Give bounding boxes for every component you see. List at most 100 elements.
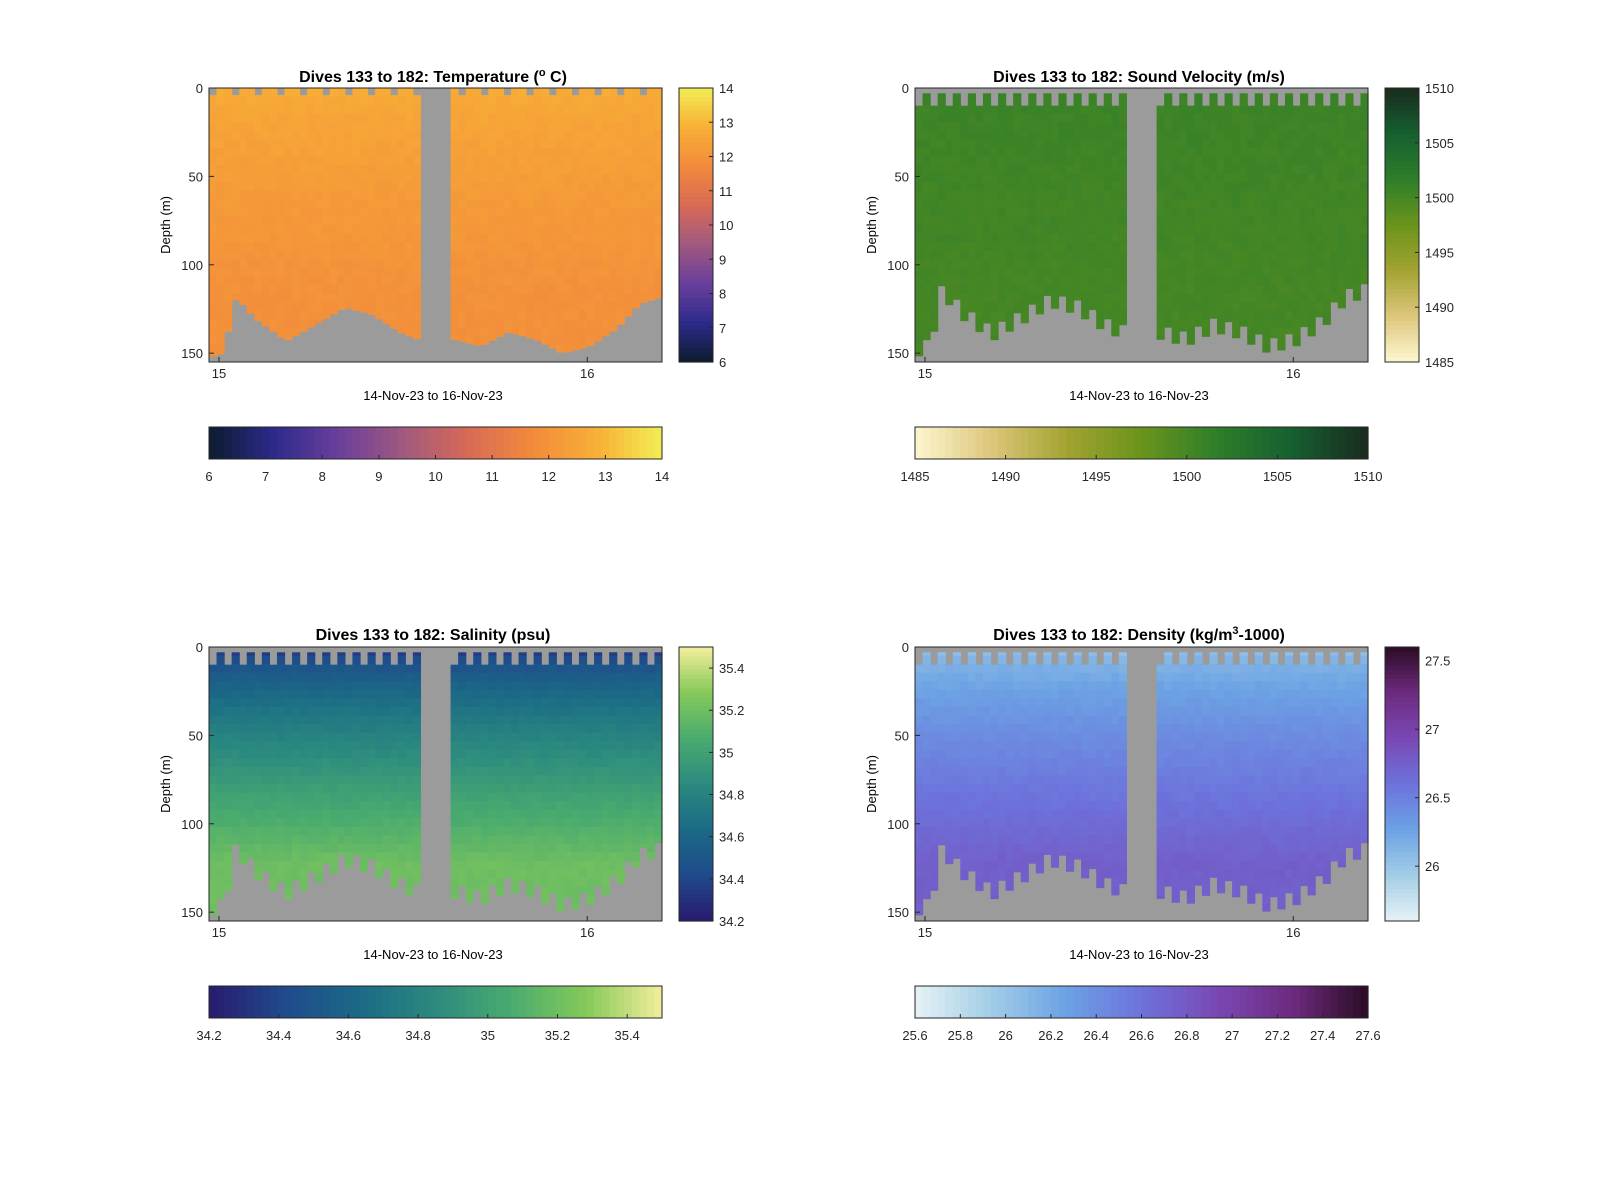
heatmap-cell bbox=[541, 732, 550, 742]
heatmap-cell bbox=[292, 784, 301, 794]
colorbar-swatch bbox=[679, 188, 713, 194]
heatmap-cell bbox=[1345, 225, 1354, 235]
heatmap-cell bbox=[1292, 336, 1301, 346]
heatmap-cell bbox=[337, 689, 346, 699]
heatmap-cell bbox=[397, 139, 406, 149]
colorbar-swatch bbox=[952, 427, 961, 459]
heatmap-cell bbox=[578, 199, 588, 209]
heatmap-cell bbox=[239, 122, 248, 132]
heatmap-cell bbox=[1020, 147, 1029, 158]
heatmap-cell bbox=[1066, 122, 1075, 132]
heatmap-cell bbox=[269, 886, 278, 892]
colorbar-swatch bbox=[1385, 124, 1419, 130]
heatmap-cell bbox=[631, 861, 640, 868]
colorbar-swatch bbox=[609, 427, 618, 459]
heatmap-cell bbox=[511, 293, 520, 303]
heatmap-cell bbox=[465, 310, 474, 320]
heatmap-cell bbox=[458, 96, 467, 106]
heatmap-cell bbox=[390, 843, 399, 854]
heatmap-cell bbox=[292, 835, 301, 845]
colorbar-swatch bbox=[679, 252, 713, 258]
heatmap-cell bbox=[952, 113, 961, 123]
heatmap-cell bbox=[654, 284, 663, 295]
heatmap-cell bbox=[367, 792, 376, 802]
heatmap-cell bbox=[231, 250, 240, 260]
heatmap-cell bbox=[1171, 139, 1180, 149]
heatmap-cell bbox=[261, 818, 270, 828]
heatmap-cell bbox=[609, 113, 618, 123]
heatmap-cell bbox=[480, 724, 489, 734]
heatmap-cell bbox=[609, 327, 618, 332]
heatmap-cell bbox=[1179, 276, 1188, 286]
heatmap-cell bbox=[960, 242, 969, 252]
heatmap-cell bbox=[578, 749, 588, 759]
heatmap-cell bbox=[488, 869, 497, 879]
heatmap-cell bbox=[299, 766, 308, 777]
heatmap-cell bbox=[397, 698, 406, 708]
heatmap-cell bbox=[405, 775, 414, 785]
heatmap-cell bbox=[465, 259, 474, 269]
heatmap-cell bbox=[616, 156, 625, 166]
heatmap-cell bbox=[1277, 293, 1286, 303]
heatmap-cell bbox=[458, 732, 467, 742]
heatmap-cell bbox=[322, 809, 331, 819]
heatmap-cell bbox=[1164, 105, 1173, 115]
heatmap-cell bbox=[1232, 190, 1241, 200]
heatmap-cell bbox=[960, 267, 969, 277]
heatmap-cell bbox=[1247, 336, 1256, 345]
heatmap-cell bbox=[465, 818, 474, 828]
heatmap-cell bbox=[216, 173, 225, 183]
heatmap-cell bbox=[586, 96, 595, 106]
heatmap-cell bbox=[397, 826, 406, 836]
heatmap-cell bbox=[1194, 319, 1203, 327]
heatmap-cell bbox=[329, 698, 338, 708]
heatmap-cell bbox=[360, 293, 369, 303]
heatmap-cell bbox=[601, 139, 610, 149]
heatmap-cell bbox=[571, 826, 580, 836]
heatmap-cell bbox=[458, 310, 467, 320]
heatmap-cell bbox=[276, 190, 286, 200]
heatmap-cell bbox=[254, 826, 263, 836]
heatmap-cell bbox=[344, 766, 354, 777]
heatmap-cell bbox=[488, 655, 497, 665]
heatmap-cell bbox=[1277, 173, 1286, 183]
heatmap-cell bbox=[473, 182, 482, 192]
heatmap-cell bbox=[375, 190, 384, 200]
heatmap-cell bbox=[1186, 250, 1195, 260]
heatmap-cell bbox=[563, 284, 572, 295]
heatmap-cell bbox=[473, 327, 482, 337]
heatmap-cell bbox=[639, 105, 648, 115]
heatmap-cell bbox=[1156, 302, 1165, 312]
heatmap-cell bbox=[1194, 250, 1203, 260]
sound-velocity-xlabel: 14-Nov-23 to 16-Nov-23 bbox=[1069, 388, 1208, 403]
heatmap-cell bbox=[571, 869, 580, 879]
heatmap-cell bbox=[594, 869, 603, 879]
heatmap-cell bbox=[329, 843, 338, 854]
heatmap-cell bbox=[639, 147, 648, 158]
heatmap-cell bbox=[518, 741, 527, 751]
heatmap-cell bbox=[1360, 156, 1369, 166]
heatmap-cell bbox=[646, 706, 656, 717]
heatmap-cell bbox=[1156, 336, 1165, 340]
heatmap-cell bbox=[616, 724, 625, 734]
heatmap-cell bbox=[1111, 250, 1120, 260]
heatmap-cell bbox=[473, 233, 482, 243]
heatmap-cell bbox=[1066, 199, 1075, 209]
heatmap-cell bbox=[594, 216, 603, 226]
heatmap-cell bbox=[261, 242, 270, 252]
heatmap-cell bbox=[276, 147, 286, 158]
heatmap-cell bbox=[488, 741, 497, 751]
heatmap-cell bbox=[915, 190, 924, 200]
heatmap-cell bbox=[480, 698, 489, 708]
heatmap-cell bbox=[352, 96, 361, 106]
colorbar-swatch bbox=[1385, 206, 1419, 212]
heatmap-cell bbox=[526, 250, 535, 260]
heatmap-cell bbox=[488, 766, 497, 777]
heatmap-cell bbox=[375, 784, 384, 794]
heatmap-cell bbox=[1284, 165, 1294, 175]
heatmap-cell bbox=[284, 173, 293, 183]
heatmap-cell bbox=[488, 250, 497, 260]
heatmap-cell bbox=[601, 276, 610, 286]
heatmap-cell bbox=[594, 250, 603, 260]
